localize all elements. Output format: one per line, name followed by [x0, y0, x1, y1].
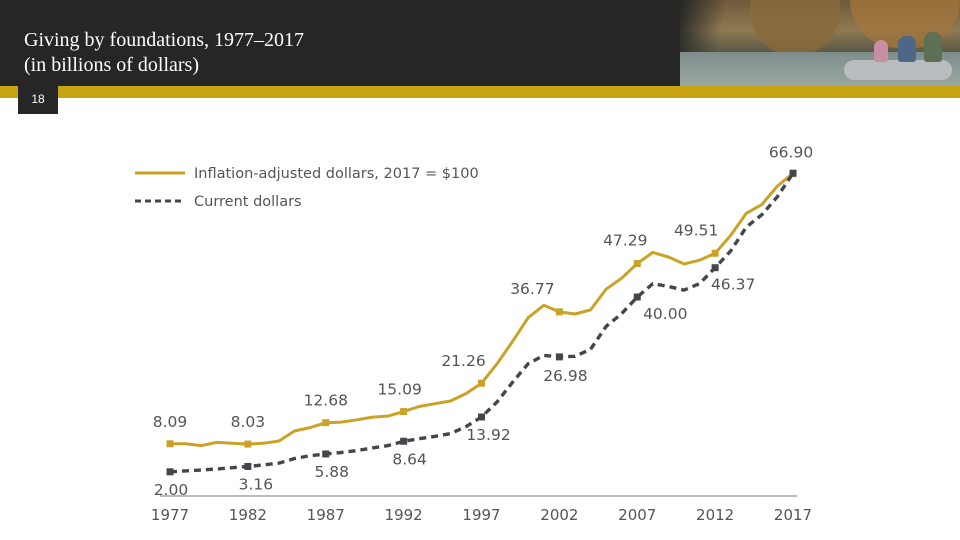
inflation-adjusted-point [400, 408, 408, 416]
slide-title-line-1: Giving by foundations, 1977–2017 [24, 29, 304, 51]
current-dollars-data-label: 5.88 [314, 463, 349, 481]
flood-rescue-photo [680, 0, 960, 86]
slide-number: 18 [18, 86, 58, 114]
inflation-adjusted-data-label: 66.90 [769, 143, 813, 161]
legend-label-inflation-adjusted: Inflation-adjusted dollars, 2017 = $100 [194, 166, 479, 182]
photo-person [874, 40, 888, 62]
current-dollars-data-label: 13.92 [466, 426, 510, 444]
x-tick-label: 2007 [618, 506, 656, 524]
inflation-adjusted-point [244, 440, 252, 448]
current-dollars-point [478, 413, 485, 421]
inflation-adjusted-data-label: 36.77 [510, 280, 554, 298]
photo-person [898, 36, 916, 62]
current-dollars-point [166, 468, 174, 476]
chart-legend: Inflation-adjusted dollars, 2017 = $100 C… [135, 166, 479, 210]
x-tick-label: 1992 [385, 506, 423, 524]
x-axis: 1977 1982 1987 1992 1997 2002 2007 2012 2017 [151, 495, 812, 524]
x-tick-label: 1982 [229, 506, 267, 524]
current-dollars-point [633, 293, 641, 301]
inflation-adjusted-data-label: 8.03 [231, 413, 266, 431]
slide-title-line-2: (in billions of dollars) [24, 54, 199, 76]
x-tick-label: 1997 [462, 506, 500, 524]
current-dollars-data-label: 8.64 [392, 450, 427, 468]
current-dollars-data-label: 2.00 [154, 481, 189, 499]
current-dollars-point [555, 353, 563, 361]
current-dollars-data-label: 46.37 [711, 276, 755, 294]
inflation-adjusted-point [711, 249, 719, 257]
inflation-adjusted-data-label: 21.26 [441, 352, 485, 370]
inflation-adjusted-data-label: 15.09 [377, 381, 421, 399]
inflation-adjusted-point [633, 259, 641, 267]
slide-title: Giving by foundations, 1977–2017 (in bil… [24, 28, 304, 78]
inflation-adjusted-data-label: 49.51 [674, 221, 718, 239]
inflation-adjusted-point [166, 440, 174, 448]
current-dollars-data-label: 3.16 [239, 475, 274, 493]
current-dollars-point [789, 169, 797, 177]
x-tick-label: 2002 [540, 506, 578, 524]
title-bar: Giving by foundations, 1977–2017 (in bil… [0, 0, 960, 86]
accent-bar [0, 86, 960, 98]
x-tick-label: 2012 [696, 506, 734, 524]
inflation-adjusted-series-line [169, 172, 794, 448]
inflation-adjusted-data-label: 47.29 [603, 231, 647, 249]
x-tick-label: 1977 [151, 506, 189, 524]
photo-person [924, 32, 942, 62]
photo-boat [844, 60, 952, 80]
inflation-adjusted-point [478, 379, 485, 387]
current-dollars-point [400, 437, 408, 445]
current-dollars-data-label: 26.98 [543, 367, 587, 385]
x-tick-label: 2017 [774, 506, 812, 524]
current-dollars-point [244, 462, 252, 470]
data-labels: 8.09 8.03 12.68 15.09 21.26 36.77 47.29 49.51 66… [153, 143, 813, 499]
inflation-adjusted-point [555, 308, 563, 316]
inflation-adjusted-data-label: 8.09 [153, 413, 188, 431]
inflation-adjusted-data-label: 12.68 [304, 392, 348, 410]
current-dollars-point [711, 264, 719, 272]
x-tick-label: 1987 [307, 506, 345, 524]
chart-series [166, 169, 797, 476]
inflation-adjusted-point [322, 419, 330, 427]
current-dollars-data-label: 40.00 [643, 305, 687, 323]
current-dollars-point [322, 450, 330, 458]
legend-label-current-dollars: Current dollars [194, 194, 302, 210]
